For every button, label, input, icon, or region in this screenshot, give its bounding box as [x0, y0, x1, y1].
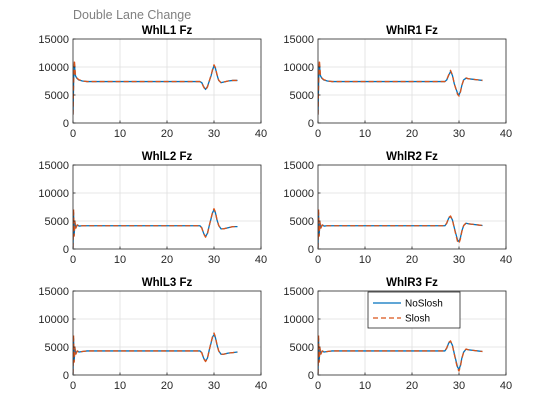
x-tick-label: 40 — [500, 254, 512, 266]
x-tick-label: 10 — [114, 380, 126, 392]
subplot-title: WhlR1 Fz — [386, 25, 438, 37]
x-tick-label: 40 — [255, 128, 267, 140]
y-tick-label: 5000 — [290, 90, 314, 102]
x-tick-label: 10 — [359, 254, 371, 266]
legend: NoSlosh Slosh — [367, 291, 461, 329]
subplot-title: WhlL2 Fz — [142, 151, 193, 163]
y-tick-label: 15000 — [283, 286, 314, 298]
x-tick-label: 30 — [453, 128, 465, 140]
x-tick-label: 20 — [161, 254, 173, 266]
legend-box — [367, 291, 461, 329]
y-tick-label: 0 — [63, 370, 69, 382]
x-tick-label: 30 — [453, 380, 465, 392]
y-tick-label: 5000 — [290, 216, 314, 228]
x-tick-label: 30 — [453, 254, 465, 266]
series-line-slosh — [318, 208, 483, 248]
x-tick-label: 40 — [500, 380, 512, 392]
series-line-slosh — [73, 332, 238, 374]
x-tick-label: 20 — [406, 380, 418, 392]
y-tick-label: 0 — [63, 118, 69, 130]
y-tick-label: 0 — [308, 244, 314, 256]
y-tick-label: 15000 — [283, 160, 314, 172]
x-tick-label: 20 — [406, 128, 418, 140]
y-tick-label: 10000 — [283, 188, 314, 200]
x-tick-label: 40 — [255, 380, 267, 392]
figure-title: Double Lane Change — [73, 8, 191, 22]
y-tick-label: 10000 — [38, 314, 69, 326]
x-tick-label: 40 — [500, 128, 512, 140]
y-tick-label: 15000 — [283, 34, 314, 46]
legend-label-noslosh: NoSlosh — [405, 299, 443, 310]
x-tick-label: 20 — [161, 128, 173, 140]
x-tick-label: 0 — [70, 380, 76, 392]
x-tick-label: 10 — [359, 380, 371, 392]
series-line-slosh — [318, 334, 483, 374]
subplot-2: 0 10 20 30 40 0 5000 10000 15000 WhlR1 Fz — [283, 25, 512, 140]
subplot-title: WhlR2 Fz — [386, 151, 438, 163]
x-tick-label: 0 — [70, 254, 76, 266]
x-tick-label: 10 — [114, 128, 126, 140]
y-tick-label: 5000 — [290, 342, 314, 354]
x-tick-label: 20 — [161, 380, 173, 392]
y-tick-label: 15000 — [38, 34, 69, 46]
x-tick-label: 30 — [208, 254, 220, 266]
y-tick-label: 5000 — [45, 90, 69, 102]
series-line-slosh — [318, 59, 483, 115]
x-tick-label: 30 — [208, 128, 220, 140]
y-tick-label: 5000 — [45, 216, 69, 228]
y-tick-label: 15000 — [38, 160, 69, 172]
y-tick-label: 0 — [63, 244, 69, 256]
legend-label-slosh: Slosh — [405, 314, 430, 325]
x-tick-label: 0 — [315, 380, 321, 392]
y-tick-label: 10000 — [38, 188, 69, 200]
x-tick-label: 0 — [70, 128, 76, 140]
subplot-title: WhlL1 Fz — [142, 25, 193, 37]
subplot-5: 0 10 20 30 40 0 5000 10000 15000 WhlL3 Fz — [38, 277, 267, 392]
x-tick-label: 30 — [208, 380, 220, 392]
x-tick-label: 20 — [406, 254, 418, 266]
x-tick-label: 0 — [315, 128, 321, 140]
x-tick-label: 10 — [114, 254, 126, 266]
y-tick-label: 0 — [308, 118, 314, 130]
y-tick-label: 10000 — [283, 62, 314, 74]
subplot-1: 0 10 20 30 40 0 5000 10000 15000 WhlL1 Fz — [38, 25, 267, 140]
x-tick-label: 0 — [315, 254, 321, 266]
y-tick-label: 15000 — [38, 286, 69, 298]
series-line-slosh — [73, 59, 238, 115]
x-tick-label: 10 — [359, 128, 371, 140]
subplot-3: 0 10 20 30 40 0 5000 10000 15000 WhlL2 Fz — [38, 151, 267, 266]
y-tick-label: 10000 — [283, 314, 314, 326]
y-tick-label: 0 — [308, 370, 314, 382]
series-line-slosh — [73, 208, 238, 248]
x-tick-label: 40 — [255, 254, 267, 266]
subplot-title: WhlR3 Fz — [386, 277, 438, 289]
subplot-4: 0 10 20 30 40 0 5000 10000 15000 WhlR2 Fz — [283, 151, 512, 266]
subplot-6: 0 10 20 30 40 0 5000 10000 15000 WhlR3 Fz NoSlosh S… — [283, 277, 512, 392]
subplot-title: WhlL3 Fz — [142, 277, 193, 289]
y-tick-label: 5000 — [45, 342, 69, 354]
y-tick-label: 10000 — [38, 62, 69, 74]
